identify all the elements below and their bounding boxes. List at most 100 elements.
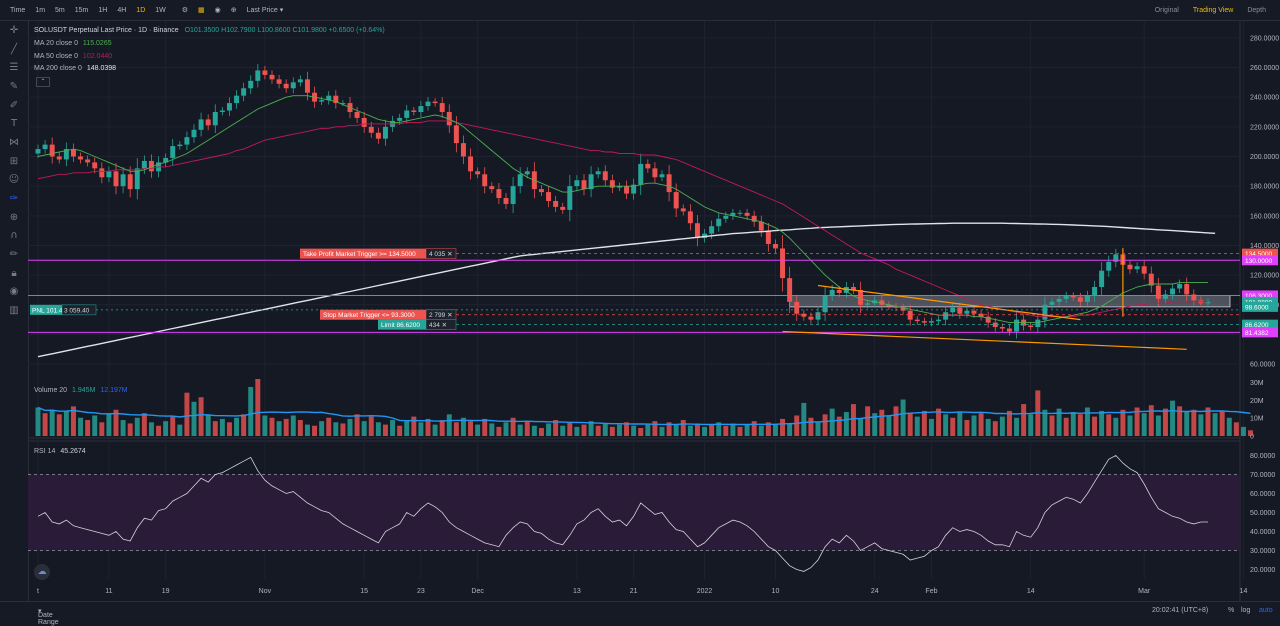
text-icon[interactable]: T: [10, 118, 18, 130]
lock-icon[interactable]: 🔒︎: [11, 267, 17, 279]
volume-bar: [312, 425, 318, 436]
volume-bar: [432, 424, 438, 436]
volume-bar: [553, 420, 559, 436]
legend-change: +0.6500 (+0.64%): [328, 27, 385, 34]
candle: [687, 211, 693, 224]
measure-icon[interactable]: ⊞: [9, 155, 19, 167]
percent-toggle[interactable]: %: [1228, 607, 1235, 614]
candle: [1084, 295, 1090, 302]
price-badge-label: 98.6000: [1245, 304, 1269, 311]
lock-drawing-icon[interactable]: ✏: [9, 249, 19, 261]
tb-time[interactable]: Time: [10, 6, 26, 14]
fib-icon[interactable]: ☰: [9, 62, 19, 74]
tab-depth[interactable]: Depth: [1247, 6, 1266, 14]
candle: [70, 149, 76, 157]
volume-bar: [276, 421, 282, 436]
auto-toggle[interactable]: auto: [1259, 607, 1273, 614]
pattern-icon[interactable]: ⋈: [9, 136, 19, 148]
bottom-bar: Date Range ▾ 20:02:41 (UTC+8) % log auto: [0, 601, 1280, 626]
trend-line-icon[interactable]: ╱: [10, 43, 18, 55]
price-chart[interactable]: 280.0000 260.0000 240.0000 220.0000 200.0000…: [28, 21, 1280, 601]
volume-bar: [609, 426, 615, 436]
eye-icon[interactable]: ◉: [9, 286, 19, 298]
volume-bar: [1155, 415, 1161, 436]
indicators-icon[interactable]: ▦: [198, 7, 205, 14]
price-type-select[interactable]: Last Price ▾: [246, 7, 284, 14]
candle: [893, 306, 899, 308]
zoom-icon[interactable]: ⊕: [9, 211, 19, 223]
tb-15m[interactable]: 15m: [74, 6, 89, 14]
crosshair-icon[interactable]: ✛: [9, 24, 19, 36]
volume-bar: [340, 423, 346, 436]
add-icon[interactable]: ⊕: [230, 7, 237, 14]
price-badge-label: 106.3000: [1245, 293, 1272, 300]
volume-bar: [1099, 410, 1105, 436]
candle: [999, 327, 1005, 329]
volume-bar: [1028, 414, 1034, 436]
candle: [1155, 285, 1161, 299]
candle: [737, 212, 743, 214]
candle: [1063, 295, 1069, 299]
collapse-legend-icon[interactable]: ⌃: [36, 77, 50, 87]
volume-bar: [191, 401, 197, 436]
logo-icon[interactable]: ☁: [34, 564, 50, 580]
volume-bar: [418, 422, 424, 436]
volume-bar: [35, 407, 41, 436]
pencil-icon[interactable]: ✐: [9, 99, 19, 111]
emoji-icon[interactable]: ☺: [8, 174, 20, 186]
ma20-line: [37, 95, 1208, 324]
volume-bar: [354, 414, 360, 436]
trash-icon[interactable]: ▥: [9, 305, 19, 317]
candle: [368, 126, 374, 133]
tb-5m[interactable]: 5m: [55, 6, 65, 14]
candle: [744, 212, 750, 216]
volume-bar: [567, 422, 573, 436]
chart-settings-icon[interactable]: ⚙: [181, 7, 189, 14]
time-tick-label: 14: [1240, 588, 1248, 595]
tb-1d[interactable]: 1D: [136, 6, 146, 14]
tb-4h[interactable]: 4H: [117, 6, 127, 14]
volume-bar: [49, 409, 55, 436]
volume-bar: [1063, 417, 1069, 436]
stop-order-label-box: [320, 309, 426, 320]
magnet-icon[interactable]: ∩: [10, 230, 18, 242]
candle: [255, 70, 261, 81]
candle: [276, 79, 282, 84]
candle: [1127, 264, 1133, 270]
tb-1m[interactable]: 1m: [35, 6, 46, 14]
candle: [716, 218, 722, 227]
ruler-icon[interactable]: ✑: [9, 193, 19, 205]
price-tick-label: 240.0000: [1250, 95, 1279, 102]
candle: [936, 319, 942, 322]
tab-trading-view[interactable]: Trading View: [1192, 6, 1234, 14]
candle: [1162, 294, 1168, 299]
tb-1w[interactable]: 1W: [155, 6, 166, 14]
candle: [1006, 328, 1012, 332]
date-range-button[interactable]: Date Range ▾: [38, 608, 59, 626]
candle: [134, 168, 140, 190]
candle: [546, 192, 552, 201]
tb-1h[interactable]: 1H: [98, 6, 108, 14]
screenshot-icon[interactable]: ◉: [214, 7, 221, 14]
candle: [624, 186, 630, 194]
volume-bar: [744, 424, 750, 436]
volume-bar: [971, 415, 977, 436]
volume-bar: [1113, 417, 1119, 436]
tab-original[interactable]: Original: [1154, 6, 1179, 14]
price-tick-label: 220.0000: [1250, 124, 1279, 131]
volume-bar: [269, 417, 275, 436]
volume-bar: [985, 418, 991, 436]
time-tick-label: 14: [1027, 588, 1035, 595]
candle: [815, 312, 821, 320]
volume-bar: [333, 422, 339, 436]
candle: [1113, 254, 1119, 262]
volume-tick-label: 0: [1250, 434, 1254, 441]
volume-bar: [538, 428, 544, 436]
volume-value-1: 1.945M: [72, 387, 96, 394]
log-toggle[interactable]: log: [1241, 607, 1251, 614]
volume-bar: [99, 422, 105, 436]
volume-bar: [262, 415, 268, 436]
volume-bar: [1205, 407, 1211, 436]
brush-icon[interactable]: ✎: [9, 80, 19, 92]
ma200-value: 148.0398: [86, 65, 117, 72]
